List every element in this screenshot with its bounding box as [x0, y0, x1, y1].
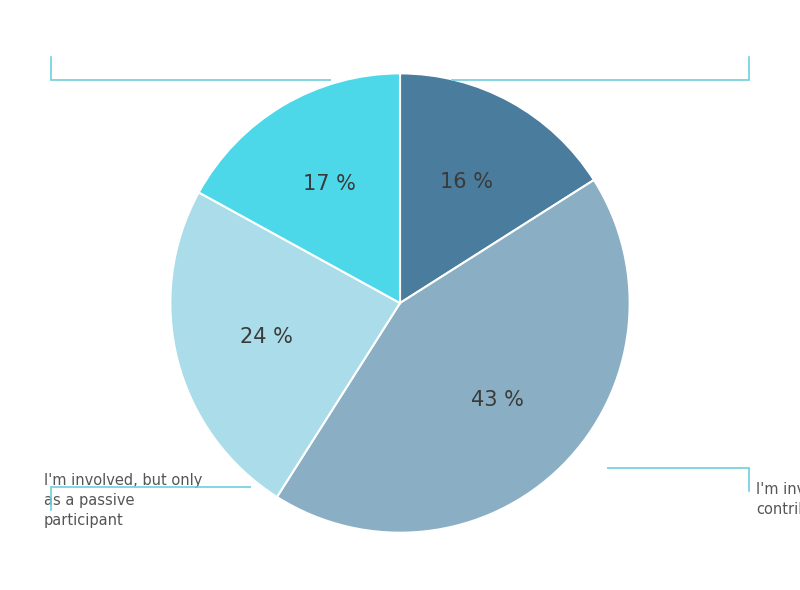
Text: 43 %: 43 % — [471, 391, 524, 411]
Text: I'm involved, but only
as a passive
participant: I'm involved, but only as a passive part… — [44, 473, 202, 527]
Text: 24 %: 24 % — [240, 327, 293, 348]
Text: I'm involved as an active
contributor: I'm involved as an active contributor — [756, 482, 800, 517]
Wedge shape — [400, 73, 594, 303]
Wedge shape — [170, 192, 400, 497]
Text: 17 %: 17 % — [303, 175, 356, 195]
Text: 16 %: 16 % — [440, 172, 493, 192]
Wedge shape — [277, 180, 630, 533]
Wedge shape — [198, 73, 400, 303]
